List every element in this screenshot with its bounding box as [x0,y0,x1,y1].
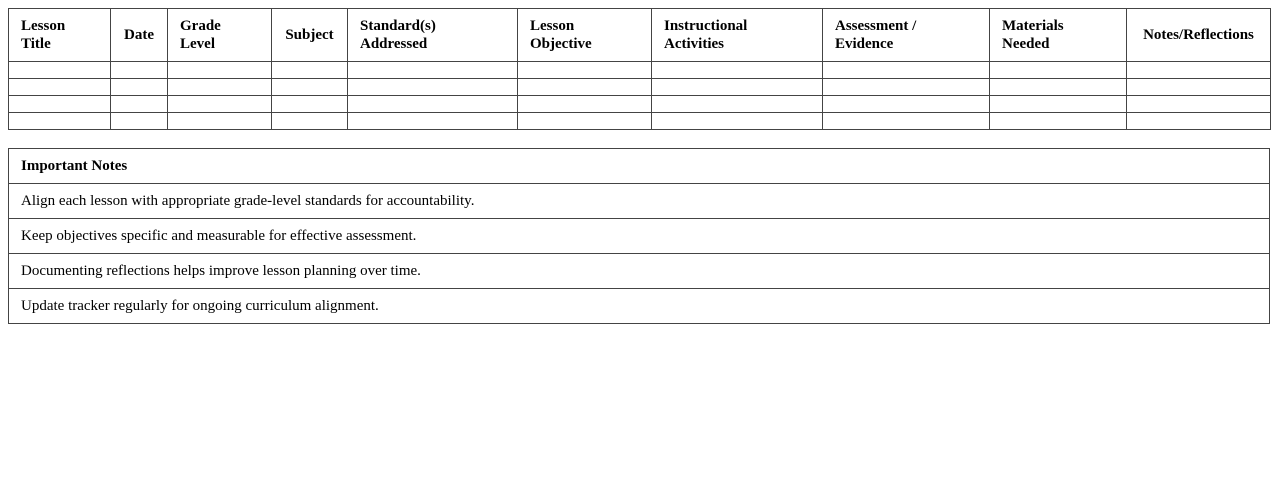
col-grade-level: Grade Level [167,8,272,62]
table-cell[interactable] [1126,78,1271,96]
table-cell[interactable] [8,78,111,96]
table-cell[interactable] [347,112,518,130]
table-cell[interactable] [167,112,272,130]
table-row [8,78,1271,96]
col-standards: Standard(s) Addressed [347,8,518,62]
table-cell[interactable] [8,61,111,79]
notes-title: Important Notes [8,148,1270,184]
lesson-tracker-table: Lesson Title Date Grade Level Subject St… [8,8,1271,130]
table-cell[interactable] [347,78,518,96]
header-row: Lesson Title Date Grade Level Subject St… [8,8,1271,62]
col-assessment: Assessment / Evidence [822,8,990,62]
table-cell[interactable] [167,95,272,113]
table-cell[interactable] [347,61,518,79]
table-cell[interactable] [517,112,652,130]
table-cell[interactable] [8,95,111,113]
table-cell[interactable] [271,78,348,96]
note-item: Align each lesson with appropriate grade… [8,183,1270,219]
table-cell[interactable] [110,78,168,96]
table-row [8,95,1271,113]
table-cell[interactable] [989,95,1127,113]
col-instructional-activities: Instructional Activities [651,8,823,62]
table-cell[interactable] [989,78,1127,96]
table-cell[interactable] [651,61,823,79]
table-cell[interactable] [1126,61,1271,79]
table-cell[interactable] [110,61,168,79]
table-cell[interactable] [822,61,990,79]
table-cell[interactable] [822,95,990,113]
table-row [8,61,1271,79]
col-lesson-title: Lesson Title [8,8,111,62]
col-lesson-objective: Lesson Objective [517,8,652,62]
table-cell[interactable] [271,95,348,113]
table-cell[interactable] [651,112,823,130]
table-cell[interactable] [167,61,272,79]
table-cell[interactable] [1126,112,1271,130]
col-notes-reflections: Notes/Reflections [1126,8,1271,62]
table-row [8,112,1271,130]
col-date: Date [110,8,168,62]
table-cell[interactable] [517,78,652,96]
note-item: Documenting reflections helps improve le… [8,253,1270,289]
table-cell[interactable] [822,112,990,130]
col-materials: Materials Needed [989,8,1127,62]
table-cell[interactable] [167,78,272,96]
table-cell[interactable] [110,95,168,113]
table-cell[interactable] [989,112,1127,130]
table-cell[interactable] [1126,95,1271,113]
important-notes-table: Important Notes Align each lesson with a… [8,148,1270,324]
table-cell[interactable] [822,78,990,96]
table-cell[interactable] [989,61,1127,79]
table-cell[interactable] [651,95,823,113]
note-item: Update tracker regularly for ongoing cur… [8,288,1270,324]
table-cell[interactable] [347,95,518,113]
table-cell[interactable] [110,112,168,130]
note-item: Keep objectives specific and measurable … [8,218,1270,254]
table-cell[interactable] [517,95,652,113]
col-subject: Subject [271,8,348,62]
table-cell[interactable] [8,112,111,130]
table-cell[interactable] [517,61,652,79]
table-cell[interactable] [651,78,823,96]
table-cell[interactable] [271,61,348,79]
table-cell[interactable] [271,112,348,130]
